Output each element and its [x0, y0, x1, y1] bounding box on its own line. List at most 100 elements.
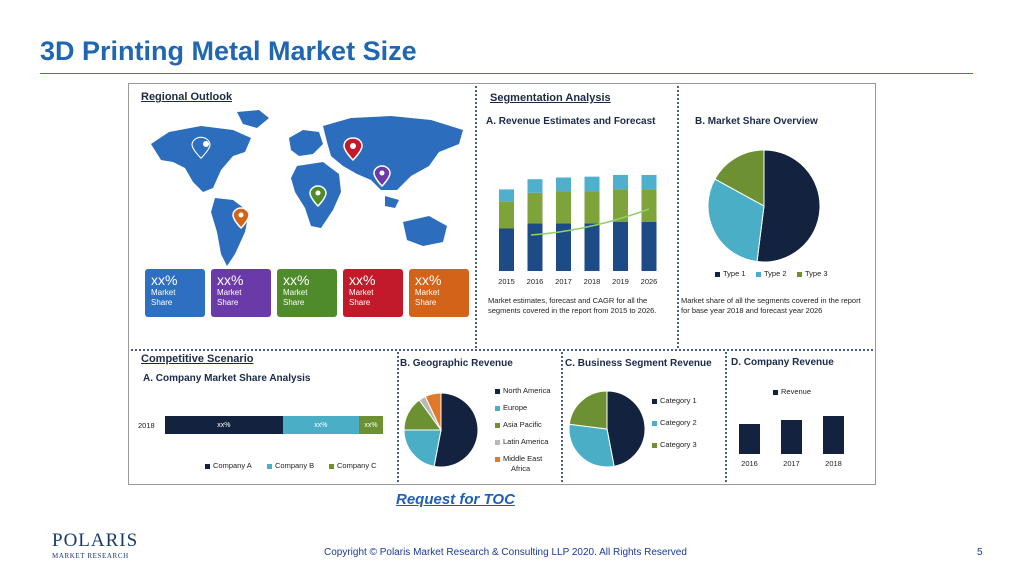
page-number: 5: [977, 547, 983, 558]
market-share-label: Share: [349, 298, 371, 307]
geo-revenue-title: B. Geographic Revenue: [400, 358, 513, 369]
map-marker-purple: [373, 165, 391, 188]
company-revenue-bar: [781, 420, 802, 454]
revenue-bar-segment: [584, 223, 600, 271]
company-revenue-bar: [739, 424, 760, 454]
geo-legend-swatch: [495, 388, 500, 394]
type-legend-swatch: [756, 271, 761, 277]
copyright-text: Copyright © Polaris Market Research & Co…: [324, 547, 687, 558]
divider-vertical-2: [677, 86, 679, 348]
business-legend-swatch: [652, 420, 657, 426]
map-marker-orange: [232, 207, 250, 230]
market-share-card: xx% Market Share: [409, 269, 469, 317]
business-legend-item: Category 1: [652, 396, 697, 405]
type-legend-swatch: [797, 271, 802, 277]
geographic-pie-chart: [403, 392, 479, 468]
company-revenue-bar-chart: 2016 2017 2018: [739, 416, 844, 468]
revenue-year-label: 2026: [641, 277, 658, 286]
market-share-card: xx% Market Share: [211, 269, 271, 317]
revenue-bar-segment: [584, 176, 600, 192]
market-share-value: xx%: [151, 272, 178, 288]
company-legend-swatch: [205, 463, 210, 469]
market-share-value: xx%: [217, 272, 244, 288]
company-legend-label: Company C: [337, 461, 377, 470]
revenue-bar-segment: [641, 174, 657, 190]
geo-legend-label: Latin America: [503, 437, 549, 446]
type-legend-label: Type 2: [764, 269, 787, 278]
map-marker-green: [309, 185, 327, 208]
geo-legend-item: Latin America: [495, 437, 548, 446]
divider-horizontal: [131, 349, 873, 351]
logo-tagline: MARKET RESEARCH: [52, 552, 129, 560]
company-share-title: A. Company Market Share Analysis: [143, 373, 311, 384]
business-legend-item: Category 2: [652, 418, 697, 427]
type-legend-label: Type 3: [805, 269, 828, 278]
geo-legend-item: Asia Pacific: [495, 420, 542, 429]
company-revenue-bar: [823, 416, 844, 454]
market-share-slice-2: [707, 178, 765, 263]
company-share-segment: xx%: [282, 416, 360, 434]
market-share-pie-chart: [707, 149, 821, 263]
divider-vertical-1: [475, 86, 477, 348]
revenue-bar-segment: [641, 221, 657, 271]
share-chart-title: B. Market Share Overview: [695, 116, 818, 127]
revenue-year-label: 2017: [555, 277, 572, 286]
company-legend-swatch: [329, 463, 334, 469]
revenue-year-label: 2019: [612, 277, 629, 286]
market-share-slice-3: [714, 149, 765, 207]
geo-legend-label: Asia Pacific: [503, 420, 542, 429]
company-revenue-year-label: 2018: [825, 459, 842, 468]
company-legend-item: Company A: [205, 461, 252, 470]
map-marker-blue: [191, 136, 211, 160]
geo-legend-label: North America: [503, 386, 551, 395]
market-share-label: Share: [151, 298, 173, 307]
infographic-panel: Regional Outlook: [128, 83, 876, 485]
market-share-label: Share: [283, 298, 305, 307]
divider-vertical-5: [725, 352, 727, 482]
revenue-bar-segment: [613, 189, 628, 222]
company-revenue-title: D. Company Revenue: [731, 357, 834, 368]
company-revenue-year-label: 2017: [783, 459, 800, 468]
revenue-bar-segment: [499, 189, 514, 202]
geo-legend-item: North America: [495, 386, 551, 395]
market-share-value: xx%: [415, 272, 442, 288]
company-legend-label: Company B: [275, 461, 315, 470]
map-marker-red: [343, 137, 363, 162]
revenue-bar-segment: [584, 191, 600, 224]
revenue-year-label: 2016: [527, 277, 544, 286]
share-note: Market share of all the segments covered…: [681, 296, 861, 315]
revenue-bar-segment: [613, 221, 628, 271]
revenue-bar-segment: [527, 223, 543, 271]
regional-outlook-heading: Regional Outlook: [141, 91, 233, 103]
geo-legend-label: Europe: [503, 403, 528, 412]
revenue-note: Market estimates, forecast and CAGR for …: [488, 296, 657, 315]
revenue-bar-segment: [641, 189, 657, 222]
company-legend-swatch: [267, 463, 272, 469]
business-legend-swatch: [652, 398, 657, 404]
geo-legend-swatch: [495, 405, 500, 411]
type-legend-item: Type 2: [756, 269, 787, 278]
revenue-bar-segment: [499, 201, 514, 229]
market-share-value: xx%: [349, 272, 376, 288]
revenue-bar-segment: [556, 223, 571, 271]
market-share-card: xx% Market Share: [145, 269, 205, 317]
title-divider: [40, 73, 973, 74]
market-share-card: xx% Market Share: [277, 269, 337, 317]
business-slice-2: [568, 423, 615, 468]
segmentation-heading: Segmentation Analysis: [490, 92, 611, 104]
business-segment-pie-chart: [568, 390, 646, 468]
business-slice-3: [568, 390, 608, 430]
geo-legend-label: Africa: [511, 464, 531, 473]
company-legend-item: Company C: [329, 461, 377, 470]
request-toc-link[interactable]: Request for TOC: [396, 491, 515, 508]
geo-slice-2: [403, 429, 442, 467]
geo-legend-swatch: [495, 456, 500, 462]
geo-legend-item: Europe: [495, 403, 527, 412]
company-share-year: 2018: [138, 421, 155, 430]
geo-legend-swatch: [495, 422, 500, 428]
company-share-segment: xx%: [359, 416, 383, 434]
divider-vertical-4: [561, 352, 563, 482]
geo-slice-5: [424, 392, 442, 431]
business-legend-label: Category 3: [660, 440, 697, 449]
type-legend-item: Type 3: [797, 269, 828, 278]
